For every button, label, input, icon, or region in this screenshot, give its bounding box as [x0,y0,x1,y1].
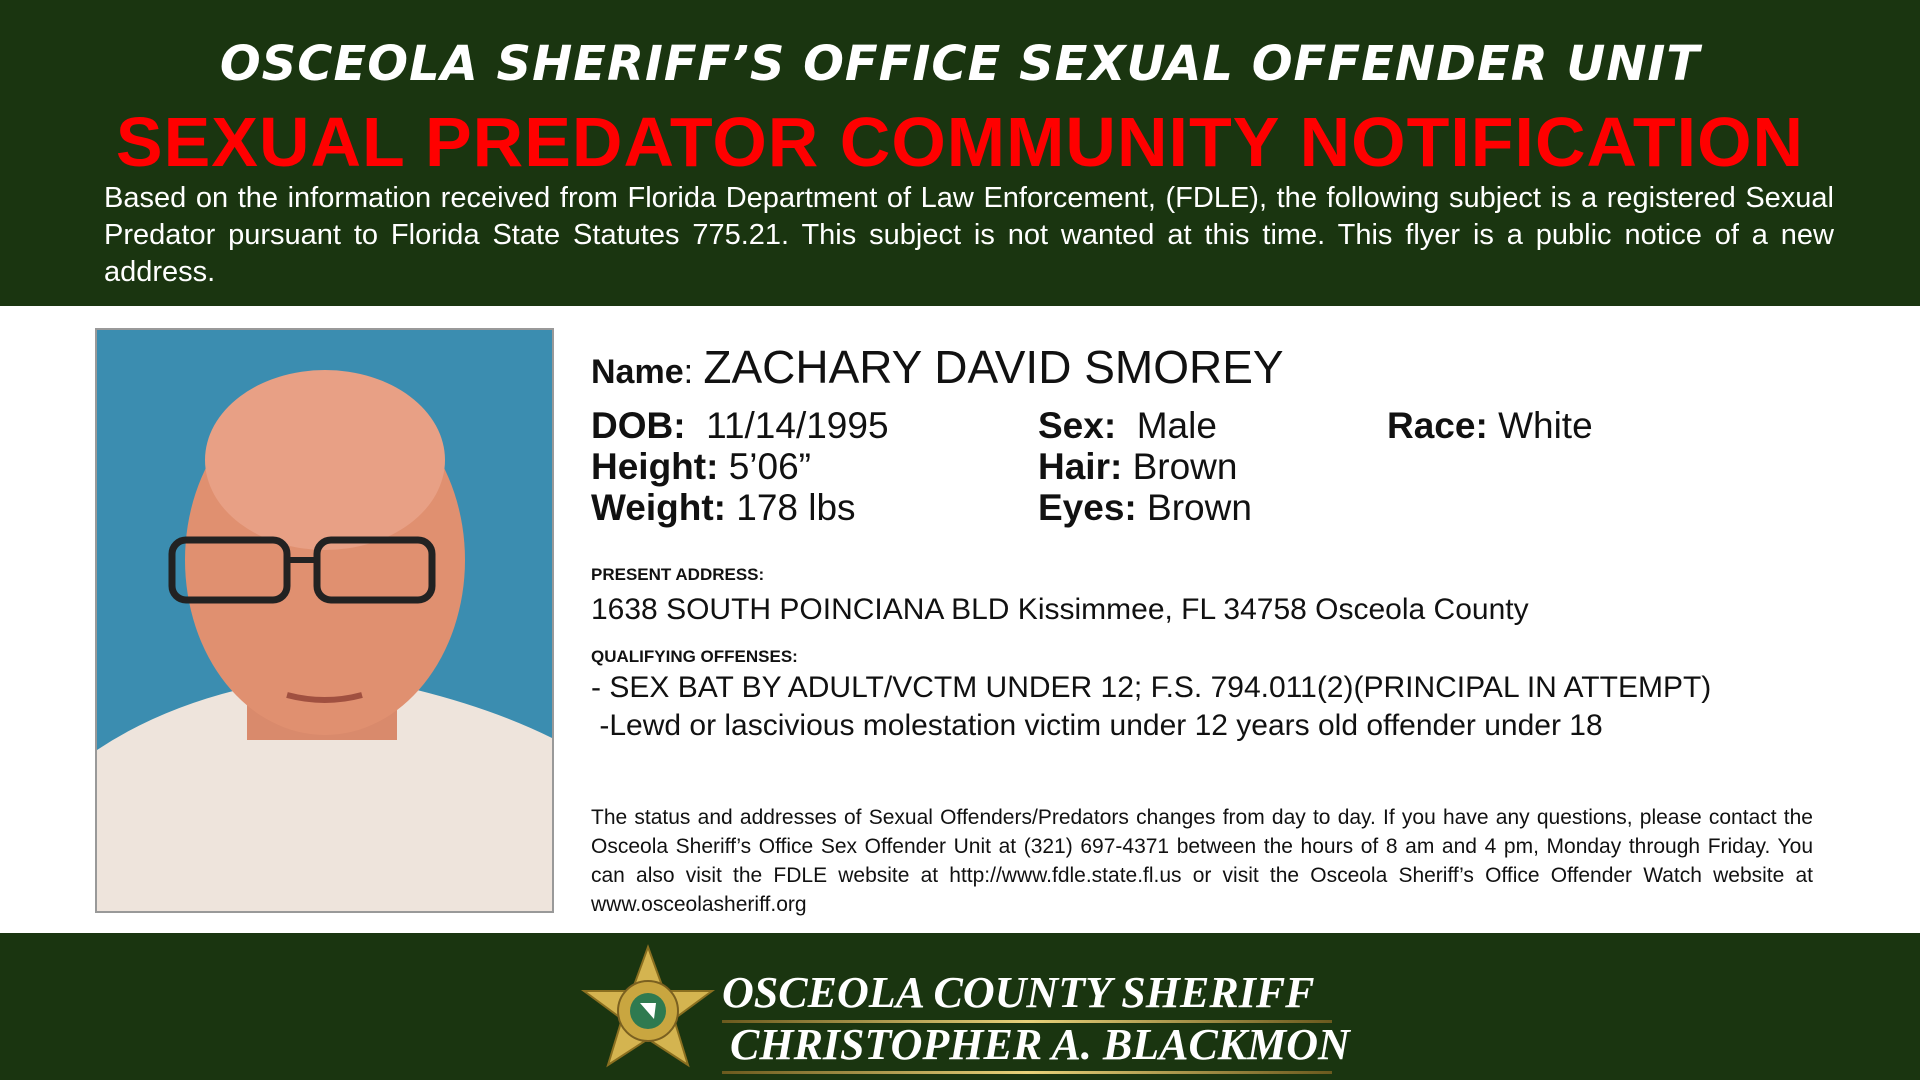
offenses-label: QUALIFYING OFFENSES: [591,647,798,666]
address-label: PRESENT ADDRESS: [591,565,765,584]
unit-title: OSCEOLA SHERIFF’S OFFICE SEXUAL OFFENDER… [219,36,1701,92]
hair-label: Hair: [1038,446,1123,487]
sheriff-badge-icon [580,944,716,1068]
weight-field: Weight: 178 lbs [591,487,856,529]
hair-value: Brown [1132,446,1238,487]
footer-sheriff-title: OSCEOLA COUNTY SHERIFF [722,968,1315,1017]
subject-name: ZACHARY DAVID SMOREY [703,341,1284,393]
notice-title: SEXUAL PREDATOR COMMUNITY NOTIFICATION [115,103,1805,181]
dob-label: DOB: [591,405,686,446]
disclaimer-text: The status and addresses of Sexual Offen… [591,806,1813,916]
sex-value: Male [1136,405,1217,446]
eyes-field: Eyes: Brown [1038,487,1252,529]
name-row: Name: ZACHARY DAVID SMOREY [591,341,1284,393]
weight-value: 178 lbs [736,487,856,528]
header-banner: OSCEOLA SHERIFF’S OFFICE SEXUAL OFFENDER… [0,0,1920,306]
eyes-label: Eyes: [1038,487,1137,528]
address-value: 1638 SOUTH POINCIANA BLD Kissimmee, FL 3… [591,593,1529,626]
hair-field: Hair: Brown [1038,446,1237,488]
dob-field: DOB: 11/14/1995 [591,405,889,447]
height-field: Height: 5’06” [591,446,811,488]
sex-label: Sex: [1038,405,1117,446]
sex-field: Sex: Male [1038,405,1217,447]
offense-item: -Lewd or lascivious molestation victim u… [591,709,1603,742]
subject-photo [95,328,554,913]
weight-label: Weight: [591,487,726,528]
footer-banner: OSCEOLA COUNTY SHERIFF CHRISTOPHER A. BL… [0,933,1920,1080]
intro-text: Based on the information received from F… [104,182,1834,288]
footer-sheriff-name: CHRISTOPHER A. BLACKMON [730,1020,1350,1069]
height-label: Height: [591,446,719,487]
gold-divider [722,1071,1332,1074]
eyes-value: Brown [1147,487,1252,528]
name-label: Name [591,353,684,391]
dob-value: 11/14/1995 [706,405,889,446]
race-value: White [1498,405,1593,446]
offense-item: - SEX BAT BY ADULT/VCTM UNDER 12; F.S. 7… [591,671,1712,704]
gold-divider [722,1020,1332,1023]
height-value: 5’06” [728,446,811,487]
race-label: Race: [1387,405,1488,446]
race-field: Race: White [1387,405,1593,447]
